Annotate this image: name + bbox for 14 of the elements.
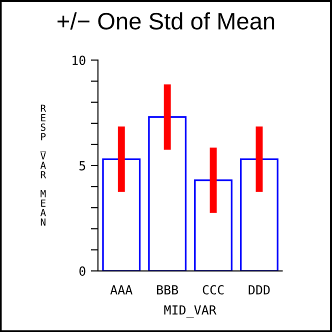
x-tick-label: CCC xyxy=(202,285,224,295)
bar xyxy=(194,179,232,271)
x-tick-label: DDD xyxy=(248,285,270,294)
x-axis-title: MID_VAR xyxy=(164,305,216,318)
bar xyxy=(240,158,278,271)
bar xyxy=(148,116,187,271)
chart-title: +/− One Std of Mean xyxy=(58,12,274,30)
y-tick-label: 10 xyxy=(72,56,86,66)
bar xyxy=(102,158,141,271)
y-tick-label: 5 xyxy=(79,161,86,170)
x-tick-label: AAA xyxy=(110,285,132,294)
text: RESP_VAR MEAN xyxy=(40,104,46,226)
x-tick-label: BBB xyxy=(157,285,178,294)
y-tick-label: 0 xyxy=(79,266,86,276)
